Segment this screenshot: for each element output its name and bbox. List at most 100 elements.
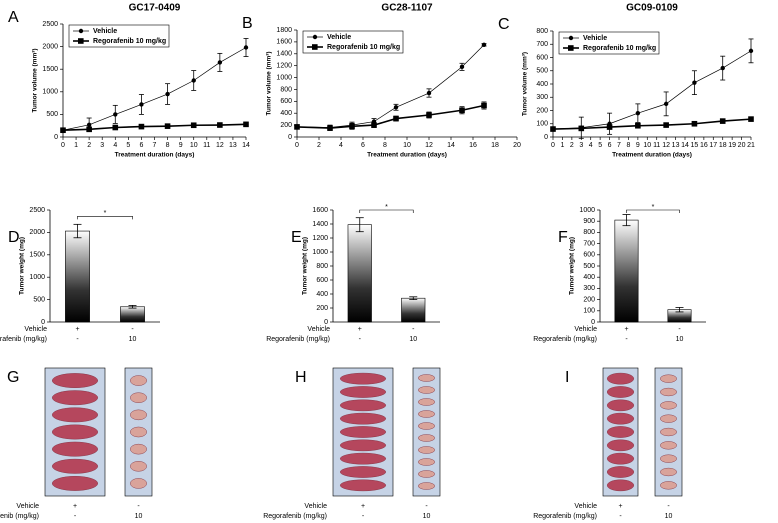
treatment-value: - [425, 503, 428, 510]
y-tick-label: 1200 [312, 235, 328, 242]
x-tick-label: 1 [560, 142, 564, 149]
tumor [660, 427, 677, 437]
y-tick-label: 800 [316, 263, 328, 270]
significance-bracket [359, 209, 414, 213]
error-bar [409, 296, 418, 301]
tumor [52, 458, 98, 474]
tumor [130, 426, 147, 438]
treatment-label: Vehicle [574, 503, 597, 510]
x-tick-label: 1 [74, 142, 78, 149]
treatment-value: 10 [665, 513, 673, 520]
treatment-value: - [131, 326, 134, 333]
x-tick-label: 14 [242, 142, 250, 149]
chart-title: GC09-0109 [626, 3, 678, 14]
legend-label: Vehicle [327, 34, 351, 41]
tumor [607, 466, 635, 478]
x-tick-label: 13 [672, 142, 680, 149]
y-tick-label: 1000 [42, 89, 58, 96]
tumor [418, 446, 435, 454]
y-tick-label: 2500 [29, 207, 45, 214]
tumor [340, 372, 387, 385]
y-tick-label: 700 [583, 240, 595, 247]
panel-letter: B [242, 15, 253, 32]
y-tick-label: 300 [583, 285, 595, 292]
y-tick-label: 1000 [579, 207, 595, 214]
treatment-value: - [619, 513, 622, 520]
treatment-value: - [74, 513, 77, 520]
tumor [607, 479, 635, 492]
marker [112, 124, 119, 131]
bar [347, 224, 372, 323]
tumor [607, 439, 635, 452]
marker [635, 110, 641, 116]
x-tick-label: 14 [681, 142, 689, 149]
x-tick-label: 0 [295, 142, 299, 149]
marker [426, 90, 432, 96]
y-tick-label: 300 [536, 94, 548, 101]
marker [327, 125, 333, 131]
tumor [340, 466, 387, 478]
tumor [418, 482, 435, 490]
legend-marker [568, 35, 574, 41]
tumor [660, 481, 677, 490]
y-tick-label: 1400 [312, 221, 328, 228]
treatment-value: 10 [135, 513, 143, 520]
tumor [418, 434, 435, 442]
legend-marker [312, 34, 318, 40]
x-tick-label: 8 [166, 142, 170, 149]
x-tick-label: 11 [203, 142, 210, 149]
marker [294, 124, 300, 130]
x-tick-label: 0 [61, 142, 65, 149]
y-axis-label: Tumor volume (mm³) [32, 48, 39, 112]
tumor [607, 399, 635, 412]
treatment-value: + [75, 326, 79, 333]
y-tick-label: 500 [33, 296, 45, 303]
significance-label: * [385, 204, 388, 211]
significance-label: * [652, 204, 655, 211]
panel-letter: D [8, 229, 20, 246]
bar [65, 230, 90, 323]
tumor [130, 375, 147, 386]
tumor [607, 412, 635, 425]
x-tick-label: 17 [709, 142, 717, 149]
tumor [130, 409, 147, 421]
tumor [130, 443, 147, 455]
y-tick-label: 1500 [42, 66, 58, 73]
treatment-label: Regorafenib (mg/kg) [0, 336, 47, 343]
x-tick-label: 13 [229, 142, 237, 149]
treatment-value: 10 [409, 336, 417, 343]
x-tick-label: 18 [491, 142, 499, 149]
x-tick-label: 6 [608, 142, 612, 149]
panel-letter: H [295, 369, 307, 386]
x-tick-label: 4 [113, 142, 117, 149]
marker [371, 122, 377, 128]
y-tick-label: 1800 [276, 27, 292, 34]
y-tick-label: 600 [536, 54, 548, 61]
x-tick-label: 7 [617, 142, 621, 149]
y-tick-label: 400 [583, 274, 595, 281]
marker [720, 65, 725, 71]
series-line [552, 118, 752, 130]
marker [606, 124, 613, 130]
panel-letter: G [7, 369, 19, 386]
y-tick-label: 500 [583, 263, 595, 270]
x-tick-label: 16 [700, 142, 708, 149]
treatment-value: - [137, 503, 140, 510]
x-tick-label: 12 [662, 142, 670, 149]
error-bar [675, 307, 684, 313]
tumor [660, 387, 677, 397]
x-tick-label: 2 [87, 142, 91, 149]
x-tick-label: 8 [383, 142, 387, 149]
x-tick-label: 10 [643, 142, 651, 149]
bar [120, 306, 145, 323]
marker [748, 48, 754, 54]
tumor [418, 386, 435, 394]
x-tick-label: 9 [179, 142, 183, 149]
tumor [418, 458, 435, 466]
marker [663, 101, 669, 107]
x-tick-label: 0 [551, 142, 555, 149]
y-axis-label: Tumor weight (mg) [302, 237, 309, 295]
marker [459, 64, 465, 70]
marker [165, 91, 170, 97]
